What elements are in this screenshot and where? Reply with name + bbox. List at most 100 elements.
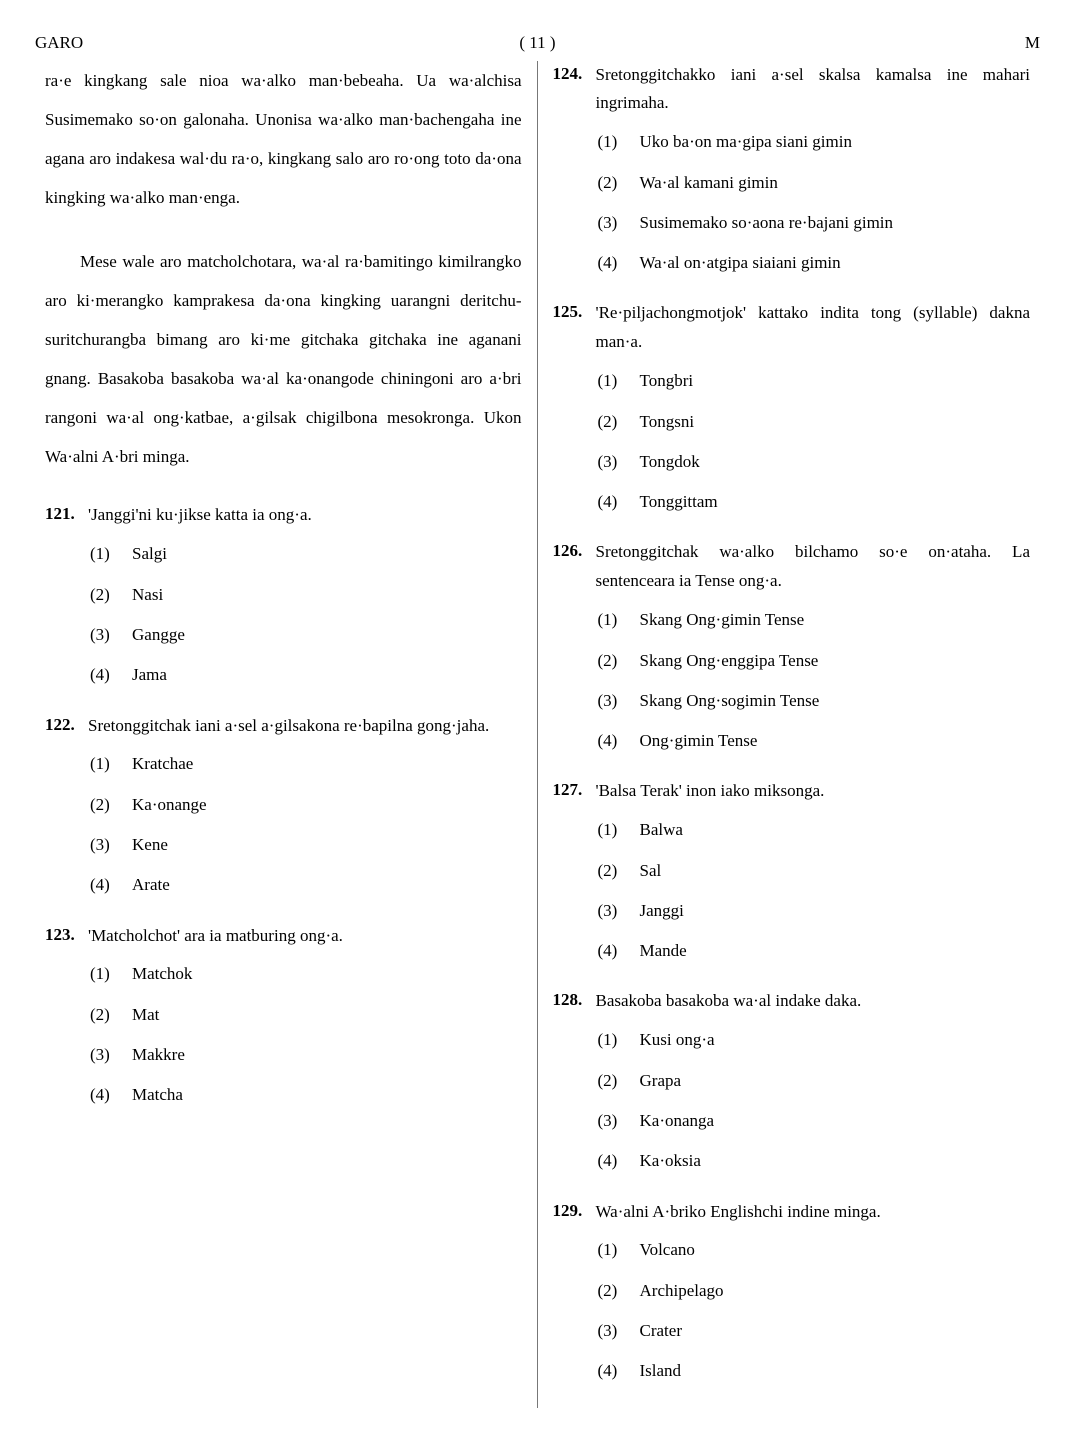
question-122: 122. Sretonggitchak iani a·sel a·gilsako… [45, 712, 522, 902]
option-label: (1) [90, 958, 120, 990]
question-options: (1)Kusi ong·a (2)Grapa (3)Ka·onanga (4)K… [598, 1024, 1031, 1177]
question-text: Sretonggitchakko iani a·sel skalsa kamal… [596, 61, 1031, 119]
question-text: Basakoba basakoba wa·al indake daka. [596, 987, 1031, 1016]
question-options: (1) Uko ba·on ma·gipa siani gimin (2) Wa·a… [598, 126, 1031, 279]
question-text: 'Janggi'ni ku·jikse katta ia ong·a. [88, 501, 522, 530]
option-label: (4) [598, 725, 628, 757]
question-text: Sretonggitchak wa·alko bilchamo so·e on·… [596, 538, 1031, 596]
option-text: Kene [132, 829, 168, 861]
option-label: (3) [598, 685, 628, 717]
option-label: (4) [90, 659, 120, 691]
option-label: (2) [598, 167, 628, 199]
header-subject: GARO [35, 30, 83, 56]
option-label: (3) [90, 619, 120, 651]
option-text: Arate [132, 869, 170, 901]
option-text: Ka·onanga [640, 1105, 715, 1137]
option-label: (3) [598, 446, 628, 478]
question-text: 'Re·piljachongmotjok' kattako indita ton… [596, 299, 1031, 357]
option-text: Nasi [132, 579, 163, 611]
question-number: 125. [553, 299, 588, 325]
option-text: Matchok [132, 958, 192, 990]
passage-paragraph-2: Mese wale aro matcholchotara, wa·al ra·b… [45, 242, 522, 477]
option-label: (3) [598, 207, 628, 239]
option-text: Matcha [132, 1079, 183, 1111]
option-label: (2) [598, 855, 628, 887]
option-text: Ong·gimin Tense [640, 725, 758, 757]
option-label: (4) [598, 1145, 628, 1177]
option-text: Wa·al kamani gimin [640, 167, 778, 199]
option-text: Uko ba·on ma·gipa siani gimin [640, 126, 852, 158]
option-text: Kratchae [132, 748, 193, 780]
question-124: 124. Sretonggitchakko iani a·sel skalsa … [553, 61, 1031, 280]
option-label: (1) [90, 748, 120, 780]
option-text: Janggi [640, 895, 684, 927]
option-text: Mat [132, 999, 159, 1031]
question-128: 128. Basakoba basakoba wa·al indake daka… [553, 987, 1031, 1177]
option-label: (4) [90, 1079, 120, 1111]
question-text: 'Balsa Terak' inon iako miksonga. [596, 777, 1031, 806]
option-label: (2) [598, 1275, 628, 1307]
option-text: Gangge [132, 619, 185, 651]
option-label: (2) [90, 999, 120, 1031]
option-text: Grapa [640, 1065, 682, 1097]
option-text: Crater [640, 1315, 682, 1347]
question-number: 126. [553, 538, 588, 564]
option-text: Kusi ong·a [640, 1024, 715, 1056]
option-text: Jama [132, 659, 167, 691]
question-options: (1)Tongbri (2)Tongsni (3)Tongdok (4)Tong… [598, 365, 1031, 518]
option-text: Volcano [640, 1234, 695, 1266]
option-text: Mande [640, 935, 687, 967]
option-label: (1) [90, 538, 120, 570]
left-column: ra·e kingkang sale nioa wa·alko man·bebe… [35, 61, 538, 1408]
option-text: Archipelago [640, 1275, 724, 1307]
option-text: Tonggittam [640, 486, 718, 518]
option-text: Makkre [132, 1039, 185, 1071]
option-label: (4) [598, 486, 628, 518]
question-options: (1)Kratchae (2)Ka·onange (3)Kene (4)Arat… [90, 748, 522, 901]
option-label: (1) [598, 814, 628, 846]
option-label: (4) [598, 935, 628, 967]
question-127: 127. 'Balsa Terak' inon iako miksonga. (… [553, 777, 1031, 967]
question-options: (1)Skang Ong·gimin Tense (2)Skang Ong·en… [598, 604, 1031, 757]
option-label: (3) [90, 1039, 120, 1071]
option-label: (2) [598, 645, 628, 677]
option-label: (4) [598, 247, 628, 279]
option-text: Salgi [132, 538, 167, 570]
passage-paragraph-1: ra·e kingkang sale nioa wa·alko man·bebe… [45, 61, 522, 217]
option-label: (1) [598, 1234, 628, 1266]
header-code: M [1025, 30, 1040, 56]
option-text: Ka·oksia [640, 1145, 701, 1177]
option-label: (1) [598, 365, 628, 397]
option-label: (2) [598, 406, 628, 438]
option-label: (2) [90, 579, 120, 611]
question-options: (1) Matchok (2) Mat (3) Makkre (4) Matcha [90, 958, 522, 1111]
question-number: 129. [553, 1198, 588, 1224]
option-text: Susimemako so·aona re·bajani gimin [640, 207, 894, 239]
content-columns: ra·e kingkang sale nioa wa·alko man·bebe… [35, 61, 1040, 1408]
header-page-number: ( 11 ) [519, 30, 555, 56]
question-options: (1)Volcano (2)Archipelago (3)Crater (4)I… [598, 1234, 1031, 1387]
option-label: (1) [598, 126, 628, 158]
question-number: 127. [553, 777, 588, 803]
option-text: Balwa [640, 814, 683, 846]
option-label: (2) [598, 1065, 628, 1097]
option-text: Wa·al on·atgipa siaiani gimin [640, 247, 841, 279]
question-number: 124. [553, 61, 588, 87]
option-label: (4) [598, 1355, 628, 1387]
option-text: Tongdok [640, 446, 700, 478]
option-label: (3) [90, 829, 120, 861]
option-label: (4) [90, 869, 120, 901]
option-label: (3) [598, 895, 628, 927]
option-label: (3) [598, 1105, 628, 1137]
question-number: 128. [553, 987, 588, 1013]
question-126: 126. Sretonggitchak wa·alko bilchamo so·… [553, 538, 1031, 757]
question-number: 122. [45, 712, 80, 738]
question-number: 123. [45, 922, 80, 948]
page-header: GARO ( 11 ) M [35, 30, 1040, 56]
option-text: Skang Ong·enggipa Tense [640, 645, 819, 677]
option-label: (2) [90, 789, 120, 821]
option-text: Sal [640, 855, 662, 887]
question-text: 'Matcholchot' ara ia matburing ong·a. [88, 922, 522, 951]
option-text: Island [640, 1355, 682, 1387]
question-number: 121. [45, 501, 80, 527]
